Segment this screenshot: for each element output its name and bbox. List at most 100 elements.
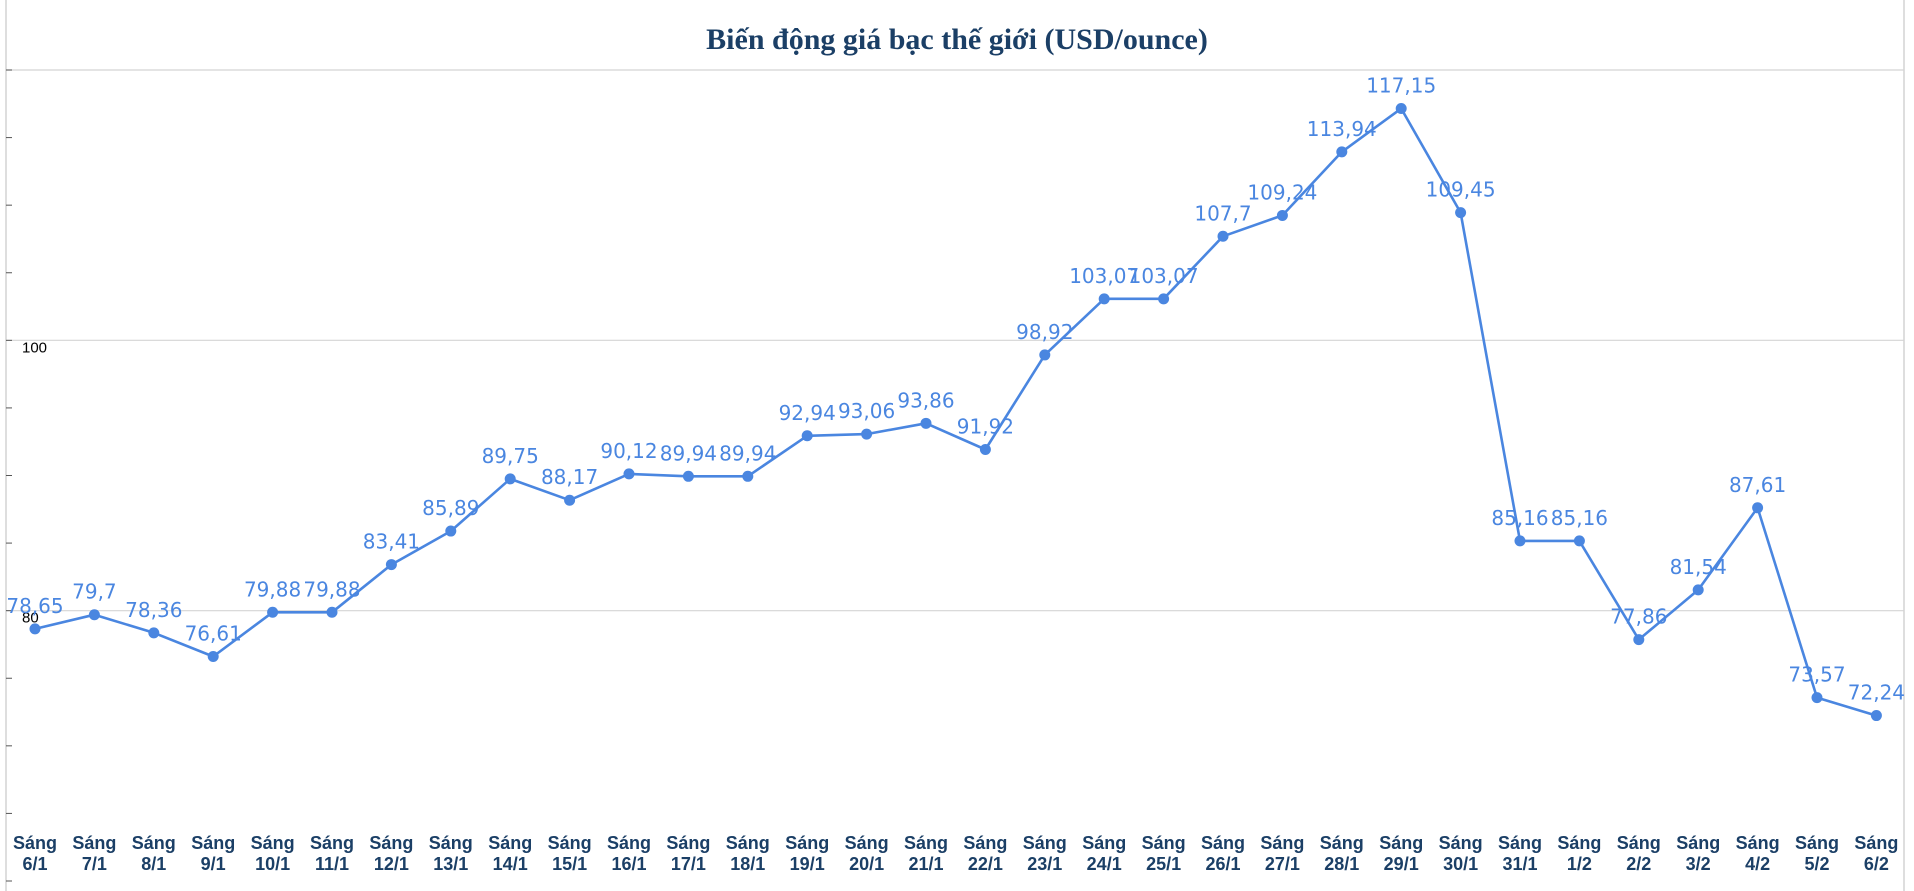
data-point <box>326 606 338 618</box>
data-point <box>861 428 873 440</box>
data-label: 92,94 <box>779 401 836 425</box>
data-point <box>801 430 813 442</box>
data-point <box>682 470 694 482</box>
grid-lines <box>6 69 1904 882</box>
data-label: 91,92 <box>957 415 1014 439</box>
x-tick-label: Sáng 27/1 <box>1260 833 1304 874</box>
data-points <box>29 103 1882 722</box>
data-point <box>1276 209 1288 221</box>
x-tick-label: Sáng 13/1 <box>429 833 473 874</box>
chart-frame <box>5 0 1905 891</box>
data-point <box>1633 634 1645 646</box>
x-tick-label: Sáng 19/1 <box>785 833 829 874</box>
data-label: 88,17 <box>541 465 598 489</box>
x-tick-label: Sáng 31/1 <box>1498 833 1542 874</box>
data-label: 89,94 <box>719 441 776 465</box>
data-label: 85,89 <box>422 496 479 520</box>
x-axis-ticks: Sáng 6/1 Sáng 7/1 Sáng 8/1 Sáng 9/1 Sáng 10/1 Sáng… <box>13 833 1898 874</box>
data-label: 81,54 <box>1670 555 1727 579</box>
data-point <box>1395 103 1407 115</box>
data-point <box>207 650 219 662</box>
data-point <box>1870 710 1882 722</box>
data-point <box>1158 293 1170 305</box>
x-tick-label: Sáng 7/1 <box>72 833 116 874</box>
data-point <box>742 470 754 482</box>
x-tick-label: Sáng 2/2 <box>1617 833 1661 874</box>
data-point <box>920 417 932 429</box>
x-tick-label: Sáng 6/1 <box>13 833 57 874</box>
data-label: 83,41 <box>363 530 420 554</box>
data-label: 78,36 <box>125 598 182 622</box>
data-label: 77,86 <box>1610 605 1667 629</box>
x-tick-label: Sáng 24/1 <box>1082 833 1126 874</box>
data-point <box>1336 146 1348 158</box>
x-tick-label: Sáng 23/1 <box>1023 833 1067 874</box>
data-label: 72,24 <box>1848 681 1905 705</box>
x-tick-label: Sáng 1/2 <box>1557 833 1601 874</box>
data-point <box>564 494 576 506</box>
data-label: 89,75 <box>482 444 539 468</box>
x-tick-label: Sáng 26/1 <box>1201 833 1245 874</box>
x-tick-label: Sáng 21/1 <box>904 833 948 874</box>
x-tick-label: Sáng 3/2 <box>1676 833 1720 874</box>
data-point <box>385 559 397 571</box>
x-tick-label: Sáng 17/1 <box>666 833 710 874</box>
data-label: 90,12 <box>600 439 657 463</box>
data-point <box>1692 584 1704 596</box>
y-axis-ticks: 80 100 <box>22 339 47 626</box>
data-label: 103,07 <box>1129 264 1199 288</box>
data-point <box>267 606 279 618</box>
x-tick-label: Sáng 14/1 <box>488 833 532 874</box>
data-point <box>1752 502 1764 514</box>
x-tick-label: Sáng 28/1 <box>1320 833 1364 874</box>
data-point <box>1039 349 1051 361</box>
data-label: 79,88 <box>244 577 301 601</box>
data-label: 107,7 <box>1194 201 1251 225</box>
x-tick-label: Sáng 10/1 <box>251 833 295 874</box>
x-tick-label: Sáng 18/1 <box>726 833 770 874</box>
chart-title: Biến động giá bạc thế giới (USD/ounce) <box>706 23 1208 56</box>
data-label: 79,7 <box>72 580 117 604</box>
x-tick-label: Sáng 11/1 <box>310 833 354 874</box>
data-point <box>148 627 160 639</box>
data-label: 76,61 <box>185 621 242 645</box>
x-tick-label: Sáng 30/1 <box>1439 833 1483 874</box>
data-label: 109,24 <box>1247 180 1317 204</box>
x-tick-label: Sáng 22/1 <box>963 833 1007 874</box>
data-point <box>1217 230 1229 242</box>
data-label: 113,94 <box>1307 117 1377 141</box>
data-point <box>1098 293 1110 305</box>
data-point <box>29 623 41 635</box>
data-point <box>979 444 991 456</box>
data-label: 78,65 <box>6 594 63 618</box>
data-label: 109,45 <box>1426 178 1496 202</box>
y-tick-label: 100 <box>22 339 47 356</box>
data-label: 93,06 <box>838 399 895 423</box>
data-label: 103,07 <box>1069 264 1139 288</box>
data-label: 85,16 <box>1551 506 1608 530</box>
x-tick-label: Sáng 4/2 <box>1736 833 1780 874</box>
x-tick-label: Sáng 20/1 <box>845 833 889 874</box>
data-point <box>504 473 516 485</box>
y-tick-label: 80 <box>22 610 39 627</box>
data-point <box>1573 535 1585 547</box>
data-label: 89,94 <box>660 441 717 465</box>
x-tick-label: Sáng 15/1 <box>548 833 592 874</box>
data-label: 87,61 <box>1729 473 1786 497</box>
data-label: 117,15 <box>1366 74 1436 98</box>
x-tick-label: Sáng 9/1 <box>191 833 235 874</box>
data-point <box>445 525 457 537</box>
data-point <box>1455 207 1467 219</box>
x-tick-label: Sáng 5/2 <box>1795 833 1839 874</box>
data-point <box>1811 692 1823 704</box>
x-tick-label: Sáng 16/1 <box>607 833 651 874</box>
price-series <box>34 107 1877 717</box>
series-line <box>34 107 1877 717</box>
data-point <box>623 468 635 480</box>
x-tick-label: Sáng 12/1 <box>369 833 413 874</box>
data-point <box>88 609 100 621</box>
data-point <box>1514 535 1526 547</box>
data-label: 98,92 <box>1016 320 1073 344</box>
